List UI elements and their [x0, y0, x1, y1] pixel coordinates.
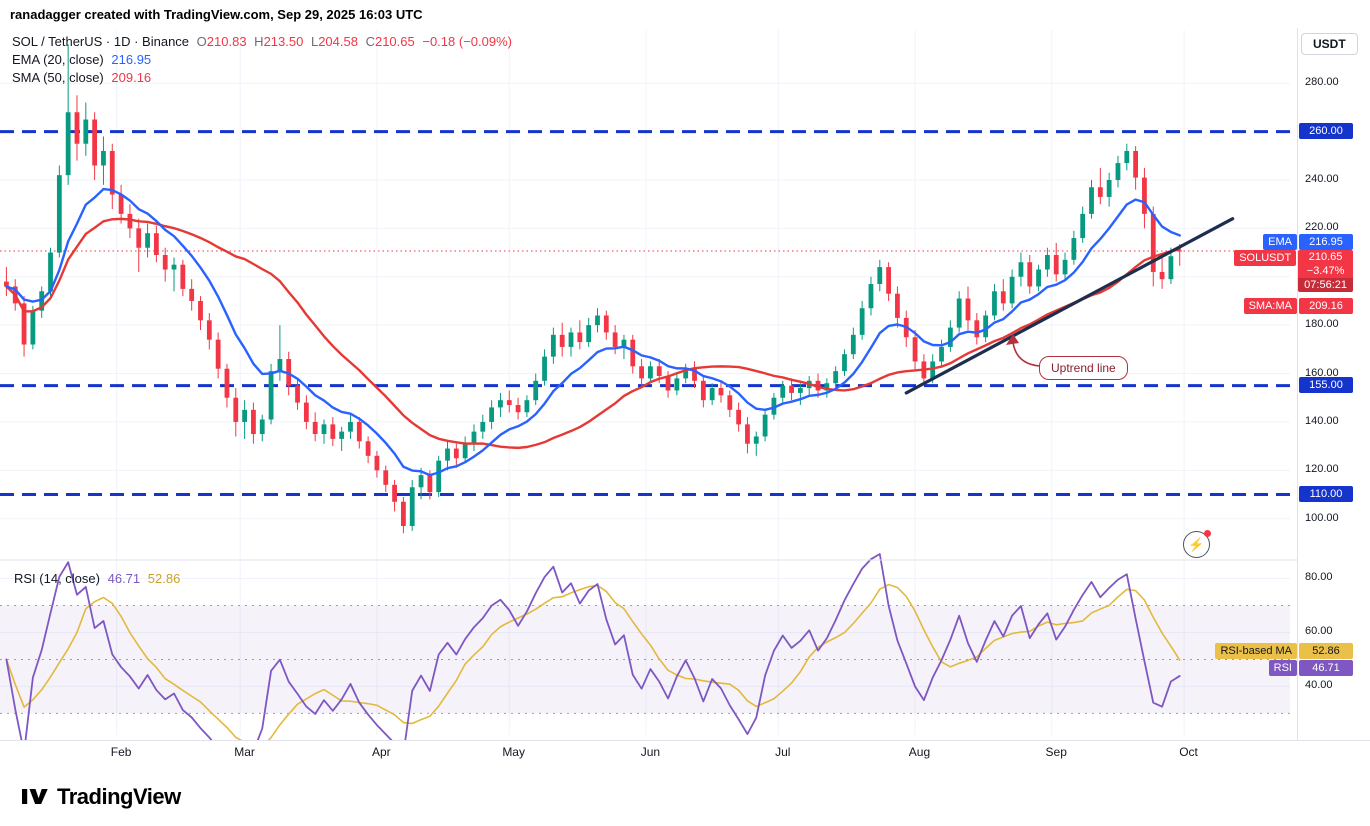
tradingview-logo-text: TradingView — [57, 783, 181, 809]
rsi-line — [5, 553, 1181, 740]
time-tick-label-apr: Apr — [371, 745, 391, 759]
price-chart-canvas[interactable] — [0, 28, 1297, 740]
rsi-ma-line — [5, 583, 1181, 740]
price-tick-label: 280.00 — [1305, 76, 1339, 89]
time-tick-label-mar: Mar — [234, 745, 255, 759]
time-tick-label-sep: Sep — [1045, 745, 1067, 759]
time-tick-label-oct: Oct — [1179, 745, 1198, 759]
time-tick-label-may: May — [502, 745, 525, 759]
price-axis[interactable]: USDT 280.00 240.00 220.00 200.00 180.00 160.0… — [1297, 28, 1370, 740]
price-tick-label: 220.00 — [1305, 221, 1339, 234]
ema-line — [5, 187, 1181, 477]
rsi-tick-label: 80.00 — [1305, 571, 1333, 584]
time-tick-label-aug: Aug — [908, 745, 931, 759]
currency-toggle-button[interactable]: USDT — [1301, 33, 1358, 55]
rsi-tick-label: 40.00 — [1305, 679, 1333, 692]
time-axis[interactable]: Feb Mar Apr May Jun Jul Aug Sep Oct — [0, 740, 1370, 763]
lightning-glyph: ⚡ — [1188, 536, 1205, 552]
price-tick-label: 200.00 — [1305, 269, 1339, 282]
uptrend-trendline[interactable] — [904, 217, 1235, 395]
price-tick-label: 120.00 — [1305, 463, 1339, 476]
uptrend-callout-arrowhead — [1006, 334, 1019, 345]
sma-line — [5, 217, 1181, 450]
tradingview-logo[interactable]: TradingView — [20, 783, 181, 810]
price-tick-label: 180.00 — [1305, 318, 1339, 331]
price-tick-label: 140.00 — [1305, 414, 1339, 427]
price-tick-label: 160.00 — [1305, 366, 1339, 379]
uptrend-line-label[interactable]: Uptrend line — [1039, 356, 1128, 380]
tradingview-logo-icon — [22, 789, 48, 804]
flash-icon[interactable]: ⚡ — [1183, 530, 1211, 558]
uptrend-callout-arrow — [1012, 341, 1041, 367]
price-tick-label: 100.00 — [1305, 511, 1339, 524]
time-tick-label-jul: Jul — [775, 745, 791, 759]
attribution-text: ranadagger created with TradingView.com,… — [10, 7, 423, 22]
notification-dot — [1204, 530, 1211, 537]
price-tick-label: 240.00 — [1305, 173, 1339, 185]
time-tick-label-jun: Jun — [640, 745, 661, 759]
candles-group — [4, 44, 1183, 534]
rsi-tick-label: 60.00 — [1305, 625, 1333, 638]
time-tick-label-feb: Feb — [110, 745, 132, 759]
